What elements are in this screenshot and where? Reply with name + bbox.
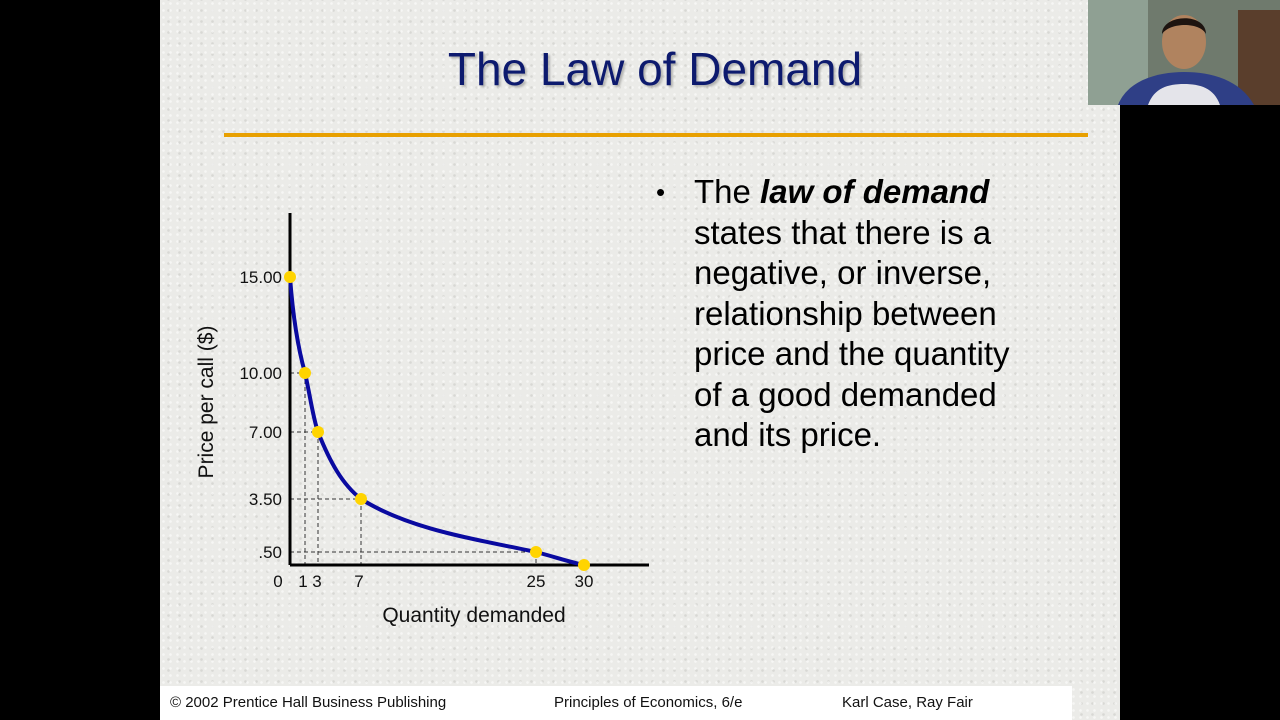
x-tick-label: 1 (298, 572, 307, 591)
bullet-point: • The law of demand states that there is… (656, 172, 1076, 456)
data-point (312, 426, 324, 438)
data-point (284, 271, 296, 283)
y-tick-label: 15.00 (239, 268, 282, 287)
data-point (355, 493, 367, 505)
x-tick-label: 3 (312, 572, 321, 591)
person-webcam-icon (1088, 0, 1280, 105)
slide-footer: © 2002 Prentice Hall Business Publishing… (160, 686, 1072, 720)
footer-book-title: Principles of Economics, 6/e (554, 694, 743, 711)
y-tick-label: 3.50 (249, 490, 282, 509)
bullet-line: price and the quantity (694, 335, 1010, 372)
slide-title: The Law of Demand (447, 43, 863, 95)
x-tick-label: 30 (575, 572, 594, 591)
bullet-line: negative, or inverse, (694, 254, 992, 291)
footer-authors: Karl Case, Ray Fair (842, 694, 973, 711)
data-point (299, 367, 311, 379)
webcam-overlay (1088, 0, 1280, 105)
bullet-line: and its price. (694, 416, 882, 453)
footer-copyright: © 2002 Prentice Hall Business Publishing (170, 694, 447, 711)
x-tick-label: 25 (527, 572, 546, 591)
y-tick-label: .50 (258, 543, 282, 562)
x-tick-label: 7 (354, 572, 363, 591)
bullet-text: The law of demand states that there is a… (694, 172, 1076, 456)
title-underline (224, 133, 1088, 137)
bullet-line: states that there is a (694, 213, 992, 251)
bullet-emphasis: law of demand (760, 173, 990, 210)
bullet-prefix: The (694, 173, 761, 210)
y-tick-label: 10.00 (239, 364, 282, 383)
demand-curve (288, 275, 586, 567)
bullet-line: relationship between (694, 294, 997, 332)
y-axis-label: Price per call ($) (195, 326, 218, 479)
origin-label: 0 (273, 572, 282, 591)
slide: The Law of Demand 15.00 10.00 7.00 3.50 .50 0… (160, 0, 1120, 720)
bullet-line-1: The law of demand (694, 172, 1076, 213)
data-point (530, 546, 542, 558)
bullet-dot-icon: • (656, 177, 666, 207)
bullet-line: of a good demanded (694, 375, 997, 413)
y-tick-label: 7.00 (249, 423, 282, 442)
data-point (578, 559, 590, 571)
demand-chart: 15.00 10.00 7.00 3.50 .50 0 1 3 7 25 30 Quantity de… (195, 213, 649, 627)
x-axis-label: Quantity demanded (382, 604, 565, 627)
